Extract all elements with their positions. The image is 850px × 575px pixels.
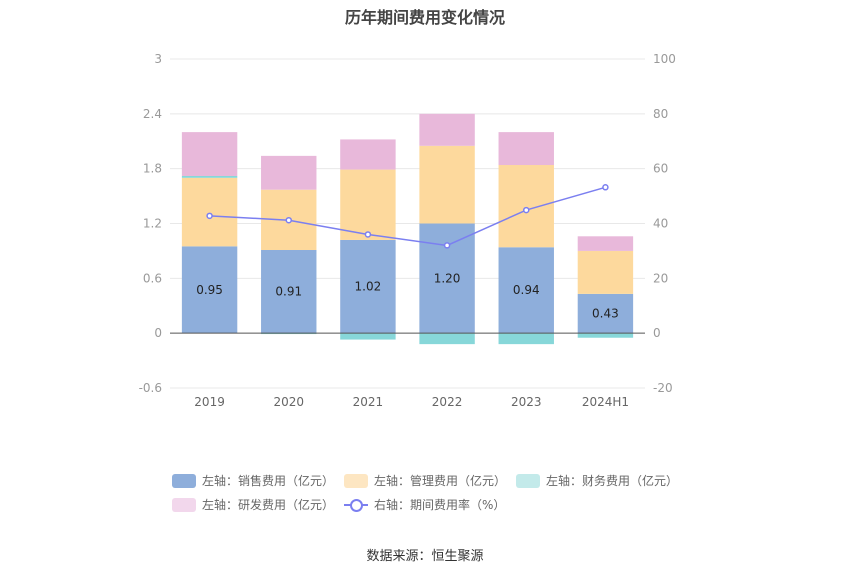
left-tick-label: 1.8 xyxy=(143,162,162,176)
bar-segment xyxy=(577,333,634,338)
x-tick-label: 2019 xyxy=(194,395,225,409)
rate-line xyxy=(209,186,606,247)
bar-data-label: 0.43 xyxy=(592,307,619,321)
legend-item-sales[interactable]: 左轴：销售费用（亿元） xyxy=(172,472,334,489)
bar-segment xyxy=(419,145,475,224)
bar-segment xyxy=(577,236,634,251)
right-tick-label: 40 xyxy=(653,217,668,231)
bar-data-label: 0.94 xyxy=(513,283,540,297)
left-tick-label: 0.6 xyxy=(143,271,162,285)
bar-data-label: 1.20 xyxy=(434,271,461,285)
right-axis-ticks: 100 80 60 40 20 0 -20 xyxy=(653,52,676,395)
rate-point xyxy=(443,242,451,249)
legend-swatch-rnd xyxy=(172,497,196,512)
x-tick-label: 2020 xyxy=(273,395,304,409)
grid-lines xyxy=(170,58,645,389)
bar-segment xyxy=(577,293,634,334)
x-tick-label: 2021 xyxy=(353,395,384,409)
source-note: 数据来源：恒生聚源 xyxy=(366,549,484,564)
bar-segment xyxy=(498,165,554,248)
rate-point xyxy=(523,206,530,214)
bar-segment xyxy=(419,113,475,146)
rate-line-series xyxy=(206,184,609,249)
legend-label-rate: 右轴：期间费用率（%） xyxy=(374,498,506,512)
x-axis-labels: 2019 2020 2021 2022 2023 2024H1 xyxy=(194,395,629,409)
chart-title: 历年期间费用变化情况 xyxy=(344,8,505,27)
legend-swatch-sales xyxy=(172,473,196,488)
bar-segment xyxy=(340,239,396,334)
right-tick-label: 80 xyxy=(653,107,668,121)
bar-segment xyxy=(498,132,554,166)
bar-segment xyxy=(419,223,475,334)
legend-label-sales: 左轴：销售费用（亿元） xyxy=(202,474,335,488)
left-tick-label: 0 xyxy=(154,326,162,340)
legend-swatch-admin xyxy=(344,473,368,488)
legend-item-rate[interactable]: 右轴：期间费用率（%） xyxy=(344,496,505,513)
rate-point xyxy=(602,184,609,191)
right-tick-label: 60 xyxy=(653,162,668,176)
bar-data-labels: 0.95 0.91 1.02 1.20 0.94 0.43 xyxy=(196,271,619,320)
legend-label-finance: 左轴：财务费用（亿元） xyxy=(546,474,679,488)
x-tick-label: 2023 xyxy=(511,395,542,409)
bar-data-label: 0.95 xyxy=(196,283,223,297)
left-tick-label: 3 xyxy=(154,52,162,66)
bar-segment xyxy=(577,250,634,294)
bar-segment xyxy=(340,139,396,170)
bar-segment xyxy=(340,169,396,240)
left-tick-label: -0.6 xyxy=(139,381,162,395)
bar-segment xyxy=(181,177,238,247)
bar-segment xyxy=(261,155,317,190)
right-tick-label: 100 xyxy=(653,52,676,66)
left-tick-label: 1.2 xyxy=(143,217,162,231)
bar-segment xyxy=(498,333,554,345)
bar-segment xyxy=(419,333,475,345)
bar-segment xyxy=(498,247,554,334)
left-tick-label: 2.4 xyxy=(143,107,162,121)
legend-label-rnd: 左轴：研发费用（亿元） xyxy=(202,498,335,512)
left-axis-ticks: 3 2.4 1.8 1.2 0.6 0 -0.6 xyxy=(139,52,162,395)
rate-point xyxy=(285,216,292,224)
legend-item-admin[interactable]: 左轴：管理费用（亿元） xyxy=(344,472,506,489)
legend-label-admin: 左轴：管理费用（亿元） xyxy=(374,474,507,488)
bar-segment xyxy=(181,132,238,176)
x-tick-label: 2022 xyxy=(432,395,463,409)
legend-item-rnd[interactable]: 左轴：研发费用（亿元） xyxy=(172,496,334,513)
bar-data-label: 1.02 xyxy=(355,280,382,294)
rate-point xyxy=(364,231,372,238)
right-tick-label: 0 xyxy=(653,326,661,340)
bar-segment xyxy=(181,175,238,178)
x-tick-label: 2024H1 xyxy=(582,395,629,409)
bars xyxy=(181,113,634,345)
rate-point xyxy=(206,212,213,220)
legend-swatch-finance xyxy=(516,473,540,488)
legend-item-finance[interactable]: 左轴：财务费用（亿元） xyxy=(516,472,678,489)
right-tick-label: 20 xyxy=(653,271,668,285)
bar-data-label: 0.91 xyxy=(275,285,302,299)
right-tick-label: -20 xyxy=(653,381,673,395)
bar-segment xyxy=(261,250,317,334)
bar-segment xyxy=(340,333,396,340)
legend-swatch-rate xyxy=(344,498,368,512)
bar-segment xyxy=(181,246,238,334)
